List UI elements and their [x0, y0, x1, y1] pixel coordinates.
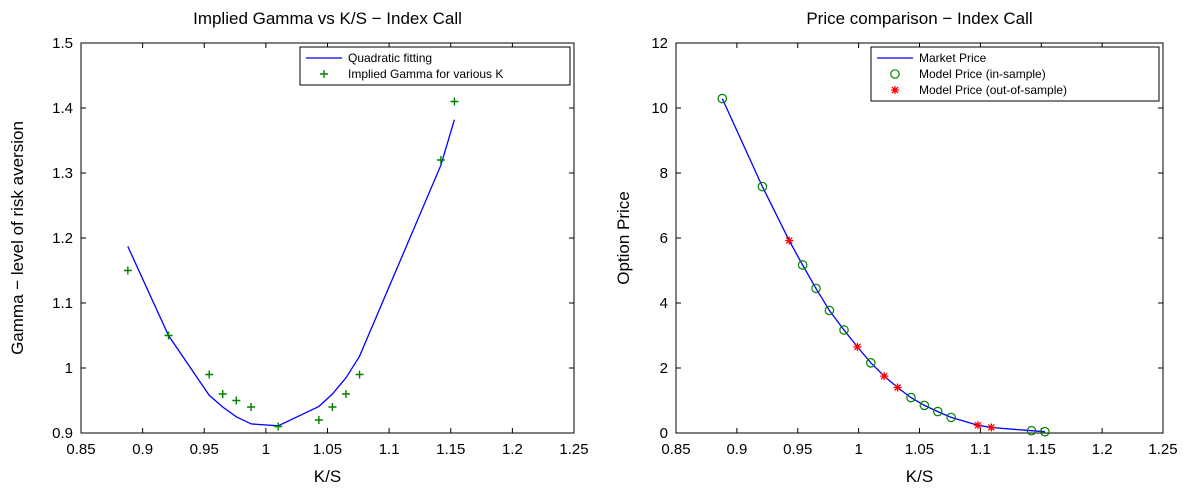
legend-label: Model Price (out-of-sample) — [919, 83, 1067, 97]
data-point — [865, 357, 876, 368]
series-2-panel-2 — [717, 93, 1050, 437]
y-tick-label-1: 1.5 — [52, 35, 73, 52]
x-tick-label-2: 1.1 — [970, 441, 991, 458]
y-axis-label-1: Gamma − level of risk aversion — [8, 121, 27, 355]
data-point — [205, 370, 214, 379]
data-point — [436, 156, 445, 164]
data-point — [785, 236, 794, 245]
x-tick-label-1: 0.85 — [66, 441, 95, 458]
data-point — [946, 412, 956, 423]
data-point — [717, 93, 728, 104]
x-tick-label-1: 1.1 — [379, 441, 400, 458]
x-tick-label-2: 0.9 — [726, 441, 747, 458]
y-tick-label-2: 2 — [660, 360, 668, 377]
y-axis-label-2: Option Price — [614, 191, 633, 285]
series-3-panel-2 — [785, 236, 996, 432]
data-point — [218, 390, 227, 398]
data-point — [328, 403, 337, 411]
legend-1: Quadratic fitting Implied Gamma for vario… — [299, 46, 571, 86]
legend-label: Model Price (in-sample) — [919, 67, 1046, 81]
y-tick-label-1: 1.1 — [52, 295, 73, 312]
data-point — [123, 266, 132, 275]
legend-label: Implied Gamma for various K — [348, 67, 503, 81]
legend-marker-swatch — [890, 69, 900, 79]
x-tick-label-1: 0.95 — [190, 441, 219, 458]
data-point — [893, 383, 902, 392]
data-point — [919, 400, 930, 411]
data-point — [314, 416, 323, 424]
data-point — [987, 423, 996, 432]
chart-title-1: Implied Gamma vs K/S − Index Call — [193, 9, 462, 28]
data-point — [811, 283, 821, 294]
x-tick-label-2: 1.05 — [905, 441, 934, 458]
y-tick-label-1: 1.2 — [52, 230, 73, 247]
x-tick-label-2: 0.95 — [783, 441, 812, 458]
series-2-panel-1 — [123, 97, 459, 431]
data-point — [973, 421, 982, 430]
chart-title-2: Price comparison − Index Call — [806, 9, 1032, 28]
data-point — [232, 396, 241, 405]
x-tick-label-2: 1 — [854, 441, 862, 458]
x-tick-label-1: 1.15 — [436, 441, 465, 458]
y-tick-label-2: 0 — [660, 425, 668, 442]
data-point — [355, 370, 364, 379]
data-point — [853, 342, 862, 351]
data-point — [824, 305, 835, 316]
x-tick-label-2: 1.2 — [1092, 441, 1113, 458]
plot-area-1 — [80, 42, 575, 434]
x-tick-label-1: 0.9 — [132, 441, 153, 458]
y-tick-label-1: 1 — [65, 360, 73, 377]
data-point — [839, 325, 849, 335]
legend-marker-swatch — [320, 70, 328, 78]
data-point — [906, 392, 916, 403]
y-tick-label-2: 10 — [651, 100, 668, 117]
y-tick-label-1: 1.3 — [52, 165, 73, 182]
data-point — [880, 372, 889, 381]
data-point — [797, 260, 808, 270]
x-tick-label-1: 1.25 — [559, 441, 588, 458]
legend-box — [299, 46, 571, 86]
legend-marker-swatch — [891, 86, 899, 94]
x-tick-label-2: 0.85 — [661, 441, 690, 458]
y-tick-label-1: 0.9 — [52, 425, 73, 442]
y-tick-label-2: 6 — [660, 230, 668, 247]
chart-panel-2: Price comparison − Index Call 0.85 0.9 0.95… — [614, 9, 1178, 486]
x-tick-label-1: 1.2 — [502, 441, 523, 458]
data-point — [247, 403, 256, 411]
legend-label: Market Price — [919, 51, 987, 65]
legend-box — [870, 46, 1160, 102]
x-tick-label-2: 1.25 — [1148, 441, 1177, 458]
data-point — [274, 422, 283, 431]
y-tick-label-2: 4 — [660, 295, 668, 312]
data-point — [932, 406, 943, 417]
data-point — [1040, 426, 1050, 437]
legend-2: Market Price Model Price (in-sample) Model… — [870, 46, 1160, 102]
y-tick-label-1: 1.4 — [52, 100, 73, 117]
x-axis-label-2: K/S — [906, 467, 933, 486]
data-point — [164, 331, 173, 340]
x-tick-label-1: 1.05 — [313, 441, 342, 458]
legend-label: Quadratic fitting — [348, 51, 432, 65]
x-axis-label-1: K/S — [314, 467, 341, 486]
data-point — [757, 181, 768, 192]
data-point — [1026, 425, 1037, 436]
y-tick-label-2: 8 — [660, 165, 668, 182]
data-point — [450, 97, 459, 106]
x-tick-label-1: 1 — [262, 441, 270, 458]
x-tick-label-2: 1.15 — [1027, 441, 1056, 458]
y-tick-label-2: 12 — [651, 35, 668, 52]
data-point — [341, 390, 350, 398]
